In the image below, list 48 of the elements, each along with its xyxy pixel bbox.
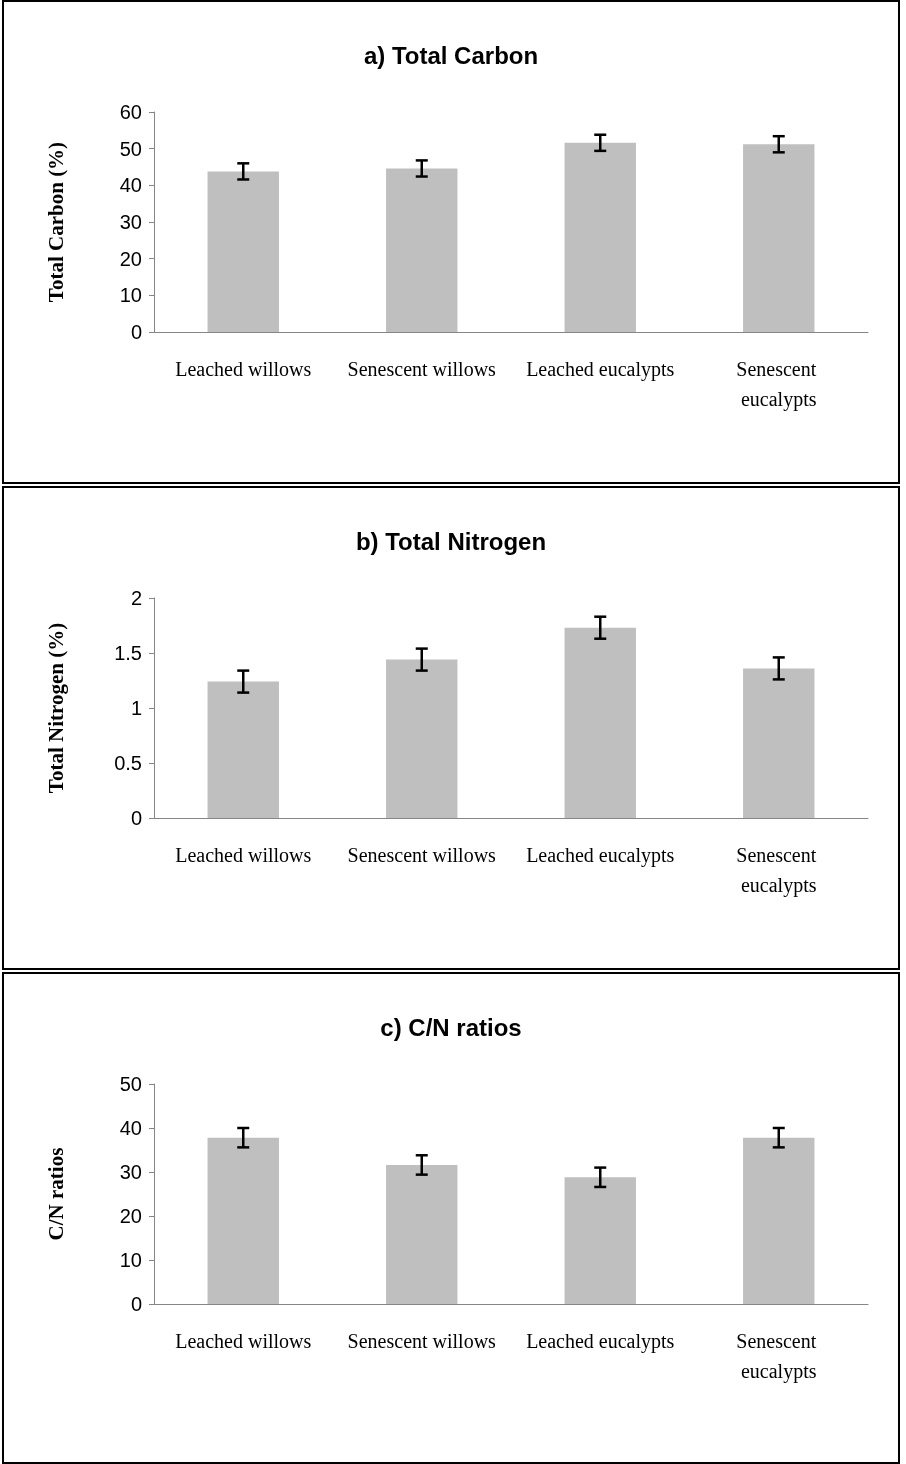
y-tick-label: 1 [130, 697, 142, 719]
y-tick-label: 0 [130, 807, 142, 829]
y-tick-label: 1.5 [114, 642, 142, 664]
y-axis-title: C/N ratios [43, 1147, 68, 1241]
y-tick-label: 60 [119, 101, 142, 123]
bar [386, 659, 458, 818]
y-tick-label: 30 [119, 1161, 142, 1183]
y-axis-title: Total Carbon (%) [43, 141, 68, 303]
y-tick-label: 10 [119, 284, 142, 307]
x-tick-label: Senescent willows [347, 844, 497, 866]
bar [386, 1164, 458, 1304]
bar [207, 1137, 279, 1304]
bar [743, 144, 815, 332]
bar [564, 142, 636, 332]
y-tick-label: 20 [119, 247, 142, 270]
bar [386, 168, 458, 332]
bar [207, 681, 279, 818]
y-tick-label: 0.5 [114, 752, 142, 774]
x-tick-label: Leached eucalypts [526, 1330, 675, 1353]
y-tick-label: 10 [119, 1249, 142, 1271]
x-tick-label: Senescent eucalypts [736, 1330, 822, 1383]
bar [564, 627, 636, 818]
y-tick-label: 0 [130, 321, 142, 343]
y-tick-label: 30 [119, 211, 142, 233]
y-tick-label: 0 [130, 1293, 142, 1315]
y-tick-label: 40 [119, 1117, 142, 1139]
x-tick-label: Senescent eucalypts [736, 844, 822, 897]
chart-title: b) Total Nitrogen [355, 527, 547, 555]
bar [743, 668, 815, 818]
x-tick-label: Leached eucalypts [526, 358, 675, 381]
y-tick-label: 50 [119, 1073, 142, 1095]
chart-title: a) Total Carbon [363, 41, 539, 69]
y-tick-label: 50 [119, 137, 142, 160]
x-tick-label: Senescent eucalypts [736, 358, 822, 411]
bar [207, 171, 279, 332]
x-tick-label: Leached eucalypts [526, 844, 675, 867]
bar [564, 1177, 636, 1304]
y-tick-label: 40 [119, 174, 142, 197]
x-tick-label: Leached willows [175, 358, 312, 380]
chart-title: c) C/N ratios [380, 1013, 522, 1041]
y-tick-label: 20 [119, 1205, 142, 1227]
x-tick-label: Leached willows [175, 844, 312, 866]
x-tick-label: Leached willows [175, 1330, 312, 1352]
x-tick-label: Senescent willows [347, 1330, 497, 1352]
y-tick-label: 2 [130, 587, 142, 609]
x-tick-label: Senescent willows [347, 358, 497, 380]
y-axis-title: Total Nitrogen (%) [43, 622, 68, 794]
bar [743, 1137, 815, 1304]
